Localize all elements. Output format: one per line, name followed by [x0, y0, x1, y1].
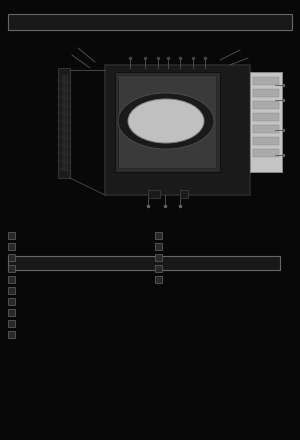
Bar — [155, 265, 162, 272]
Bar — [155, 254, 162, 261]
Bar — [105, 65, 250, 195]
Bar — [253, 101, 279, 109]
Bar — [62, 75, 67, 170]
Bar — [58, 68, 70, 178]
Bar — [8, 287, 15, 294]
Bar — [180, 190, 188, 198]
Bar — [8, 232, 15, 239]
Bar — [8, 14, 292, 30]
Bar — [115, 72, 220, 172]
Bar — [8, 320, 15, 327]
Bar — [8, 331, 15, 338]
Ellipse shape — [118, 93, 214, 149]
Bar — [118, 75, 216, 168]
Bar — [253, 149, 279, 157]
Bar — [253, 77, 279, 85]
Bar — [155, 243, 162, 250]
Bar — [253, 125, 279, 133]
Bar — [8, 276, 15, 283]
Bar — [8, 309, 15, 316]
Bar — [155, 232, 162, 239]
Bar — [8, 298, 15, 305]
Bar — [8, 254, 15, 261]
Ellipse shape — [128, 99, 204, 143]
Bar — [155, 276, 162, 283]
Bar — [8, 265, 15, 272]
Bar — [253, 113, 279, 121]
Bar — [8, 243, 15, 250]
Bar — [253, 137, 279, 145]
Bar — [253, 89, 279, 97]
Bar — [148, 190, 160, 198]
Bar — [250, 72, 282, 172]
Bar — [8, 256, 280, 270]
